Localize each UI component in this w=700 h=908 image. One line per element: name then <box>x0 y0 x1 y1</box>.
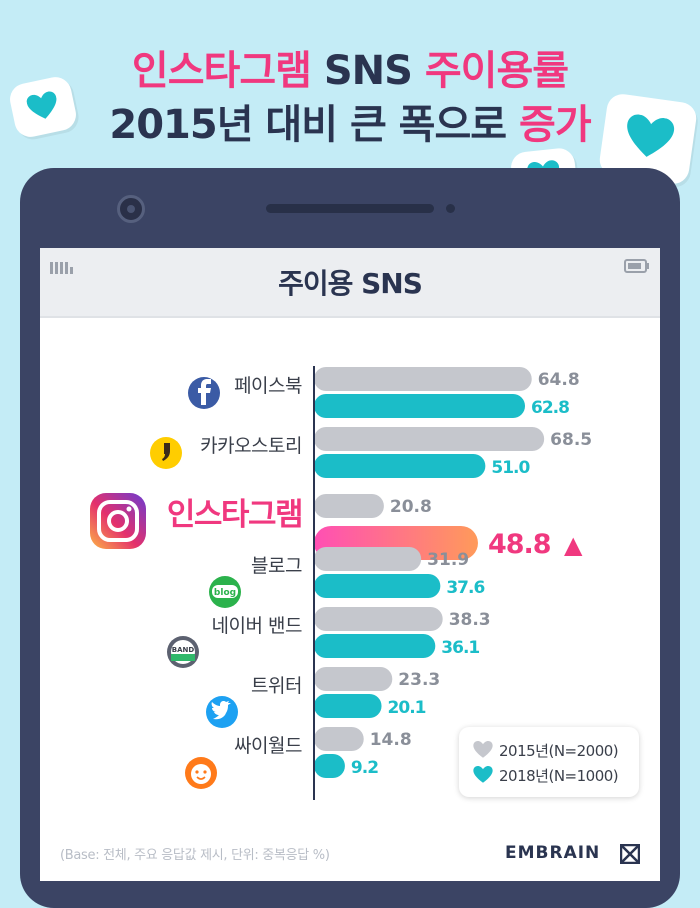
labels: 64.8 62.8 페이스북 68.5 51.0 카카오스토리 20.8 48.8 ▲ 인스타그램… <box>167 370 592 778</box>
heart-bubble-left <box>7 74 79 140</box>
bar-2015-2 <box>314 494 384 518</box>
headline-compare: 2015년 대비 큰 폭으로 <box>109 102 520 148</box>
kakaostory-icon <box>150 437 182 469</box>
value-label-2015-2: 20.8 <box>390 497 432 517</box>
value-label-2018-6: 9.2 <box>351 758 378 778</box>
value-label-2018-3: 37.6 <box>446 578 484 598</box>
headline-instagram: 인스타그램 <box>131 48 312 94</box>
tablet-camera <box>117 195 145 223</box>
battery-icon <box>624 259 649 273</box>
facebook-icon <box>188 377 220 409</box>
bar-2015-3 <box>314 547 422 571</box>
heart-icon <box>627 114 675 157</box>
headline-sns: SNS <box>310 48 425 94</box>
band-icon: BAND <box>167 636 199 668</box>
value-label-2015-4: 38.3 <box>449 610 491 630</box>
heart-icon <box>26 91 57 119</box>
category-icons: blog BAND <box>90 377 241 789</box>
bar-2015-6 <box>314 727 364 751</box>
bar-2018-5 <box>314 694 382 718</box>
bar-2018-3 <box>314 574 441 598</box>
tablet-speaker <box>266 204 434 213</box>
increase-marker: ▲ <box>564 531 583 559</box>
bar-2015-0 <box>314 367 532 391</box>
headline-line-2: 2015년 대비 큰 폭으로 증가 <box>0 92 700 150</box>
value-label-2015-3: 31.9 <box>427 550 469 570</box>
base-note: (Base: 전체, 주요 응답값 제시, 단위: 중복응답 %) <box>60 848 330 863</box>
chart-legend: 2015년(N=2000) 2018년(N=1000) <box>459 727 639 797</box>
svg-text:BAND: BAND <box>172 646 195 654</box>
category-label-6: 싸이월드 <box>234 735 302 757</box>
heart-icon <box>473 741 493 758</box>
heart-icon <box>473 766 493 783</box>
value-label-2018-0: 62.8 <box>531 398 569 418</box>
headline-usage-rate: 주이용률 <box>424 48 569 94</box>
bar-2015-4 <box>314 607 443 631</box>
legend-label-2018: 2018년(N=1000) <box>499 767 619 785</box>
value-label-2015-5: 23.3 <box>398 670 440 690</box>
bar-2015-5 <box>314 667 393 691</box>
category-label-5: 트위터 <box>251 675 302 697</box>
category-label-3: 블로그 <box>251 555 302 577</box>
twitter-icon <box>206 696 238 728</box>
value-label-2018-5: 20.1 <box>388 698 426 718</box>
category-label-1: 카카오스토리 <box>200 435 302 457</box>
brand-logo-text: EMBRAIN <box>505 843 601 863</box>
bar-2018-4 <box>314 634 436 658</box>
sns-usage-chart: blog BAND 64.8 62.8 페이스북 68.5 51.0 카카오스토리 20.8… <box>90 366 592 800</box>
bar-2018-0 <box>314 394 526 418</box>
category-label-2: 인스타그램 <box>167 497 302 533</box>
signal-icon <box>50 262 73 274</box>
category-label-4: 네이버 밴드 <box>212 615 302 637</box>
bar-2015-1 <box>314 427 545 451</box>
value-label-2015-6: 14.8 <box>370 730 412 750</box>
headline-line-1: 인스타그램 SNS 주이용률 <box>0 38 700 96</box>
value-label-2018-1: 51.0 <box>491 458 530 478</box>
category-label-0: 페이스북 <box>234 375 302 397</box>
chart-title: 주이용 SNS <box>278 267 423 300</box>
value-label-2018-2: 48.8 <box>488 529 551 560</box>
value-label-2018-4: 36.1 <box>441 638 479 658</box>
tablet-sensor <box>446 204 455 213</box>
blog-icon: blog <box>209 576 241 608</box>
bars <box>313 366 545 800</box>
value-label-2015-1: 68.5 <box>550 430 592 450</box>
screen-header: 주이용 SNS <box>40 248 660 318</box>
value-label-2015-0: 64.8 <box>538 370 580 390</box>
cyworld-icon <box>185 757 217 789</box>
bar-2018-6 <box>314 754 345 778</box>
heart-bubble-right-big <box>597 92 699 186</box>
headline-increase: 증가 <box>519 102 592 148</box>
bar-2018-1 <box>314 454 486 478</box>
instagram-icon <box>90 493 146 549</box>
legend-label-2015: 2015년(N=2000) <box>499 742 619 760</box>
embrain-logo-icon <box>620 844 640 864</box>
svg-text:blog: blog <box>214 588 236 598</box>
